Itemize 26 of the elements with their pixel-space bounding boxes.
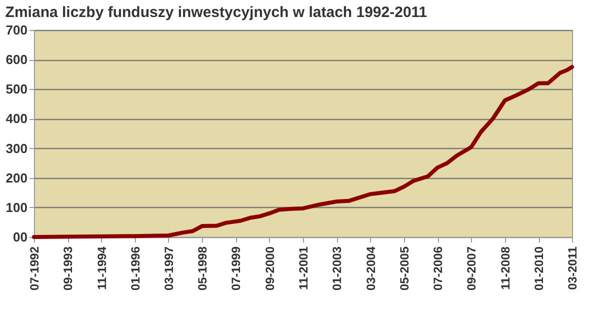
x-tick-label: 03-2011 <box>566 246 580 290</box>
x-tick-label: 03-1997 <box>162 246 176 291</box>
x-tick-label: 01-2003 <box>330 246 344 291</box>
y-tick-label: 600 <box>6 52 28 68</box>
x-tick-label: 03-2004 <box>364 246 378 291</box>
x-tick-label: 09-2007 <box>464 246 479 291</box>
chart-title: Zmiana liczby funduszy inwestycyjnych w latach 1992-2011 <box>5 4 428 21</box>
x-tick-label: 07-2006 <box>431 246 446 291</box>
x-tick-label: 01-1996 <box>128 246 142 291</box>
x-tick-label: 09-2000 <box>263 246 277 291</box>
x-tick-label: 05-2005 <box>397 246 412 291</box>
y-tick-label: 500 <box>6 82 28 97</box>
y-tick-label: 300 <box>6 140 28 156</box>
y-tick-label: 400 <box>6 111 28 126</box>
x-tick-label: 01-2010 <box>532 246 546 291</box>
x-tick-label: 11-2001 <box>296 246 311 290</box>
x-tick-label: 11-1994 <box>94 246 109 290</box>
x-tick-label: 11-2008 <box>498 246 512 290</box>
x-tick-label: 05-1998 <box>196 246 210 291</box>
y-tick-label: 00 <box>13 230 28 244</box>
y-tick-label: 700 <box>6 22 28 38</box>
x-tick-label: 07-1992 <box>28 246 42 291</box>
y-tick-label: 100 <box>6 200 28 215</box>
x-tick-label: 07-1999 <box>229 246 244 291</box>
x-tick-label: 09-1993 <box>61 246 76 291</box>
y-tick-label: 200 <box>6 170 28 186</box>
